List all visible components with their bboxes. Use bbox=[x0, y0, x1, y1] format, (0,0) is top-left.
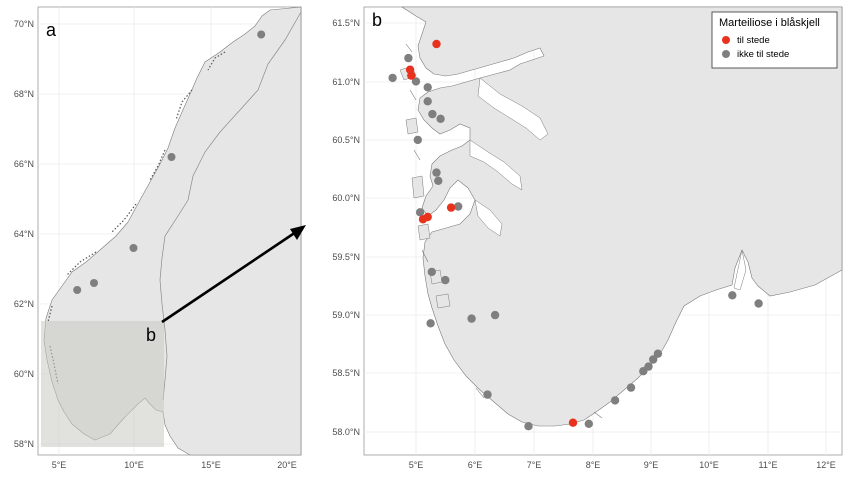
site-absent-marker bbox=[427, 267, 436, 277]
site-absent-marker bbox=[754, 299, 763, 308]
site-absent-marker bbox=[467, 314, 476, 323]
panel-b-y-tick: 61.5°N bbox=[332, 18, 360, 28]
panel-a-sites bbox=[73, 30, 266, 294]
site-absent-marker bbox=[649, 355, 658, 364]
panel-a-site-marker bbox=[73, 286, 82, 294]
panel-b-x-tick: 5°E bbox=[409, 460, 424, 470]
legend-present-label: til stede bbox=[737, 35, 770, 46]
panel-a-y-tick: 62°N bbox=[14, 299, 34, 309]
site-absent-marker bbox=[423, 83, 432, 92]
site-absent-marker bbox=[454, 202, 463, 211]
panel-a-y-tick: 58°N bbox=[14, 439, 34, 449]
panel-a-site-marker bbox=[90, 279, 98, 287]
panel-a-y-tick: 66°N bbox=[14, 159, 34, 169]
panel-b-fjords bbox=[469, 77, 747, 291]
legend-absent-marker bbox=[722, 50, 730, 58]
site-present-marker bbox=[568, 418, 578, 427]
panel-a-inset-box bbox=[41, 321, 164, 447]
panel-a-site-marker bbox=[167, 153, 176, 161]
panel-a-site-marker bbox=[129, 244, 138, 252]
panel-b-x-tick: 7°E bbox=[527, 460, 542, 470]
legend-absent-label: ikke til stede bbox=[737, 49, 789, 60]
panel-b-y-ticks: 61.5°N 61.0°N 60.5°N 60.0°N 59.5°N 59.0°… bbox=[332, 18, 360, 437]
panel-b-y-tick: 59.0°N bbox=[332, 310, 360, 320]
panel-a-y-tick: 70°N bbox=[14, 19, 34, 29]
panel-a-border bbox=[159, 11, 302, 401]
site-absent-marker bbox=[432, 168, 441, 177]
panel-a-label: a bbox=[46, 20, 57, 40]
panel-b-x-tick: 10°E bbox=[699, 460, 719, 470]
panel-b-y-tick: 58.5°N bbox=[332, 368, 360, 378]
panel-b-x-tick: 11°E bbox=[759, 460, 778, 470]
legend-box bbox=[711, 11, 838, 69]
panel-a-coast-detail bbox=[47, 51, 226, 385]
legend-present-marker bbox=[722, 36, 730, 44]
site-absent-marker bbox=[728, 291, 737, 300]
panel-a-x-tick: 20°E bbox=[277, 460, 297, 470]
site-absent-marker bbox=[490, 310, 500, 320]
panel-b: b Marteiliose i blåskjell til stede ikke… bbox=[332, 6, 843, 470]
panel-a-y-tick: 68°N bbox=[14, 89, 34, 99]
panel-a-y-ticks: 70°N 68°N 66°N 64°N 62°N 60°N 58°N bbox=[14, 19, 34, 449]
site-present-marker bbox=[407, 71, 416, 80]
panel-a-y-tick: 60°N bbox=[14, 369, 34, 379]
panel-b-label: b bbox=[372, 10, 382, 30]
panel-b-y-tick: 60.0°N bbox=[332, 193, 360, 203]
site-absent-marker bbox=[428, 109, 437, 119]
site-absent-marker bbox=[441, 275, 450, 285]
panel-b-x-tick: 6°E bbox=[468, 460, 483, 470]
panel-a-site-marker bbox=[257, 30, 266, 39]
legend: Marteiliose i blåskjell til stede ikke t… bbox=[711, 11, 838, 69]
panel-a-y-tick: 64°N bbox=[14, 229, 34, 239]
site-absent-marker bbox=[483, 390, 492, 399]
panel-b-x-tick: 8°E bbox=[586, 460, 601, 470]
legend-title: Marteiliose i blåskjell bbox=[719, 17, 820, 29]
panel-b-y-tick: 60.5°N bbox=[332, 135, 360, 145]
site-absent-marker bbox=[626, 383, 636, 392]
panel-b-sites bbox=[388, 39, 763, 431]
panel-a-x-tick: 15°E bbox=[201, 460, 221, 470]
panel-b-x-ticks: 5°E 6°E 7°E 8°E 9°E 10°E 11°E 12°E bbox=[409, 460, 836, 470]
site-absent-marker bbox=[411, 77, 421, 86]
site-absent-marker bbox=[413, 135, 422, 145]
panel-b-y-tick: 58.0°N bbox=[332, 427, 360, 437]
site-absent-marker bbox=[434, 176, 443, 185]
site-absent-marker bbox=[644, 362, 653, 371]
site-absent-marker bbox=[388, 73, 397, 83]
site-absent-marker bbox=[423, 97, 432, 106]
site-absent-marker bbox=[404, 53, 413, 63]
site-present-marker bbox=[418, 215, 428, 224]
site-absent-marker bbox=[426, 319, 435, 328]
panel-b-x-tick: 9°E bbox=[644, 460, 659, 470]
site-absent-marker bbox=[610, 396, 620, 405]
site-absent-marker bbox=[584, 419, 593, 428]
inset-arrow bbox=[161, 225, 306, 324]
panel-a-x-tick: 10°E bbox=[124, 460, 144, 470]
panel-b-y-tick: 59.5°N bbox=[332, 252, 360, 262]
site-present-marker bbox=[432, 39, 441, 49]
site-absent-marker bbox=[524, 422, 533, 431]
panel-b-y-tick: 61.0°N bbox=[332, 77, 360, 87]
panel-b-x-tick: 12°E bbox=[816, 460, 836, 470]
site-absent-marker bbox=[436, 114, 445, 124]
site-present-marker bbox=[446, 203, 456, 212]
site-absent-marker bbox=[653, 349, 663, 358]
panel-a: a b 70°N 68°N 66°N 64°N 62°N 60°N 58°N 5… bbox=[14, 6, 302, 470]
panel-a-x-ticks: 5°E 10°E 15°E 20°E bbox=[52, 460, 297, 470]
panel-a-inset-label: b bbox=[146, 325, 156, 345]
site-absent-marker bbox=[415, 208, 425, 217]
panel-a-x-tick: 5°E bbox=[52, 460, 67, 470]
